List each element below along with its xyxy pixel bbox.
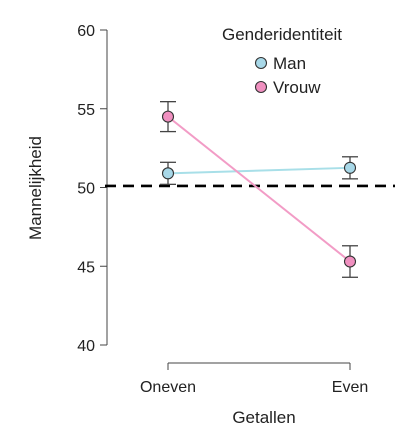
legend-title: Genderidentiteit	[222, 25, 342, 44]
y-axis: 40 45 50 55 60	[77, 23, 108, 355]
x-tick-label: Oneven	[140, 379, 196, 396]
x-axis: Oneven Even	[140, 362, 368, 396]
legend-marker	[254, 56, 268, 70]
y-tick-label: 45	[77, 259, 95, 276]
y-tick-label: 40	[77, 338, 95, 355]
series-line	[167, 166, 351, 175]
data-point	[161, 167, 175, 180]
legend: Genderidentiteit Man Vrouw	[222, 25, 342, 97]
legend-label: Man	[273, 54, 306, 73]
data-point	[161, 110, 175, 123]
series-man	[160, 156, 358, 186]
y-axis-title: Mannelijkheid	[26, 136, 45, 240]
series-line	[167, 115, 351, 263]
data-point	[343, 255, 357, 268]
legend-marker	[254, 80, 268, 94]
y-tick-label: 55	[77, 102, 95, 119]
x-tick-label: Even	[332, 379, 368, 396]
legend-label: Vrouw	[273, 78, 321, 97]
series-vrouw	[160, 101, 358, 278]
y-tick-label: 50	[77, 181, 95, 198]
data-point	[343, 161, 357, 174]
x-axis-title: Getallen	[232, 408, 295, 427]
series-layer	[160, 101, 358, 278]
y-tick-label: 60	[77, 23, 95, 40]
